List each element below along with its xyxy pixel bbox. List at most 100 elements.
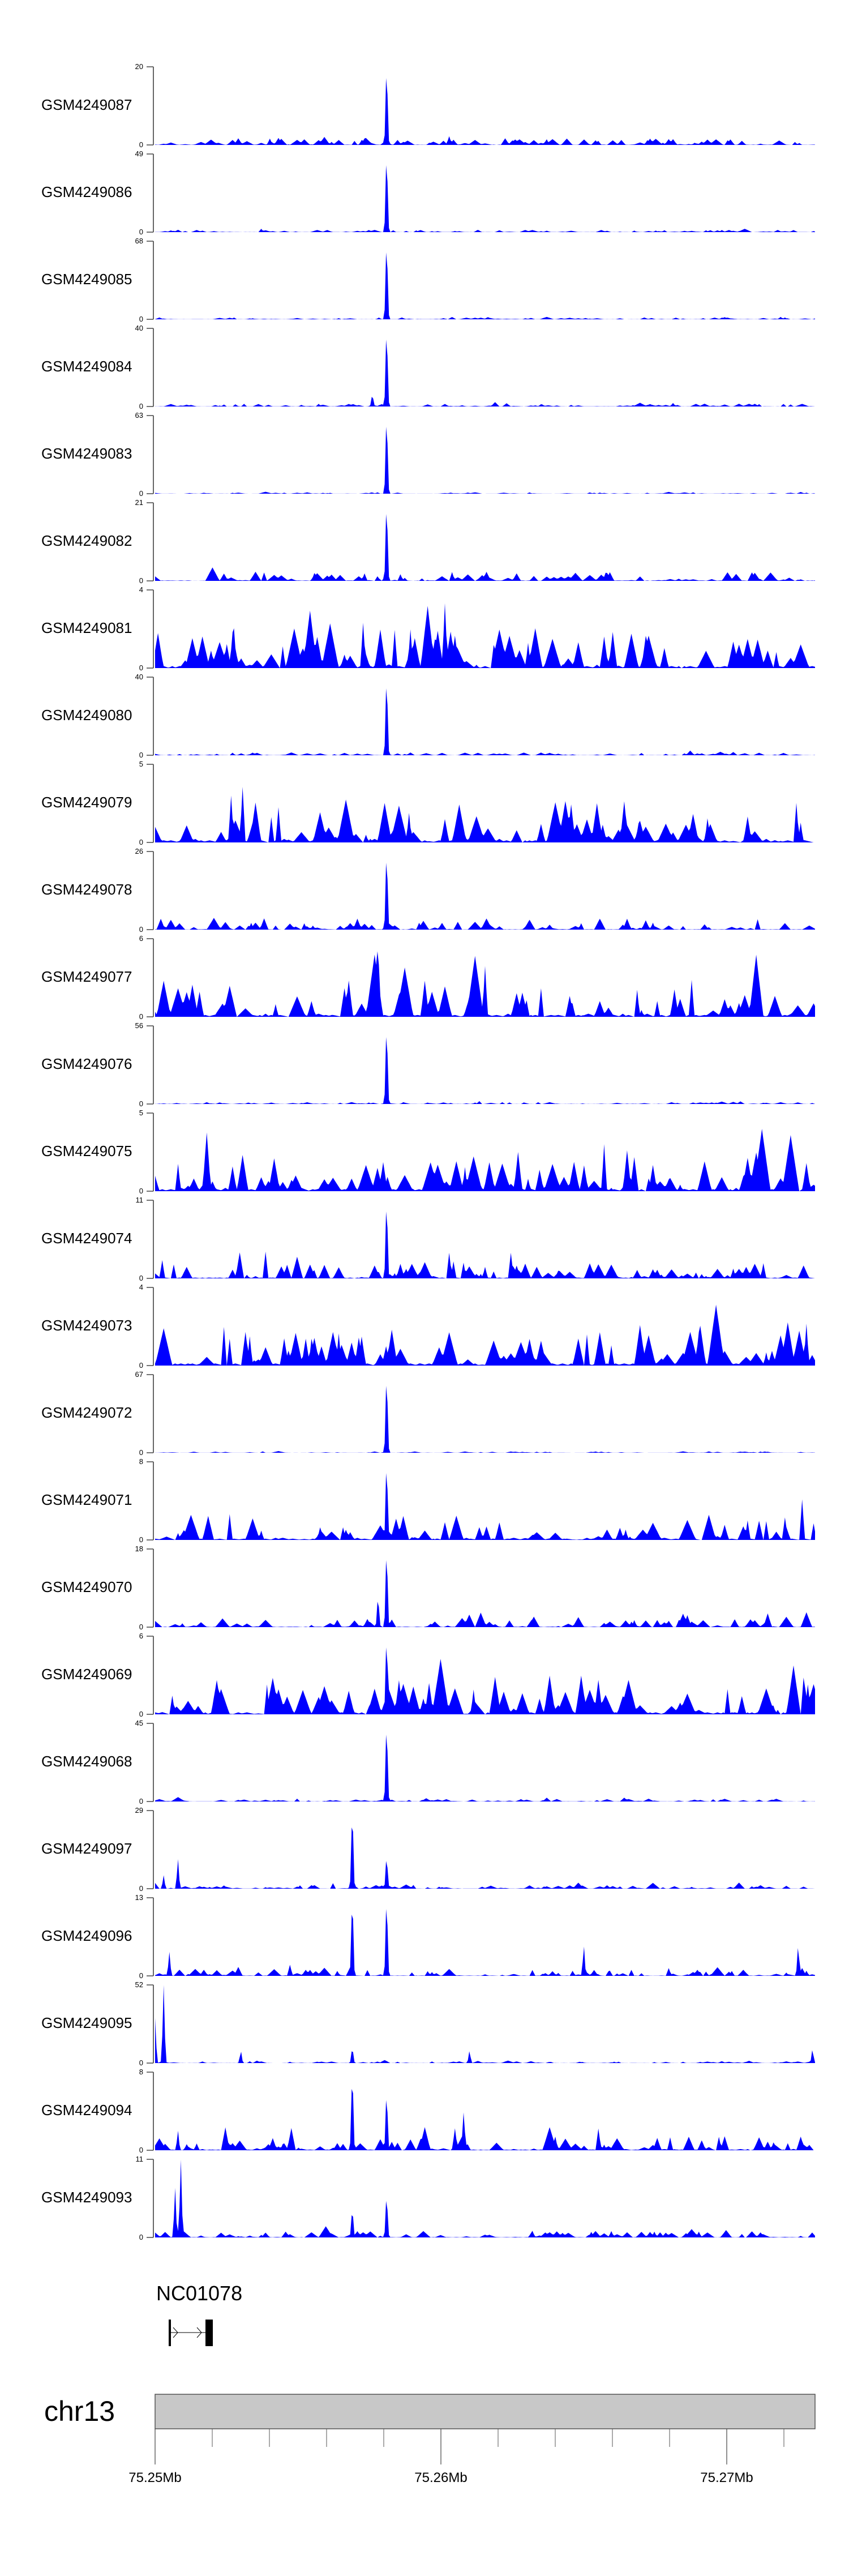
y-max-label: 26	[135, 847, 143, 855]
y-min-label: 0	[139, 1623, 143, 1631]
track-GSM4249084: GSM4249084 40 0	[41, 324, 815, 410]
track-GSM4249086: GSM4249086 49 0	[41, 149, 815, 236]
coverage-area	[155, 1211, 815, 1278]
y-min-label: 0	[139, 1884, 143, 1893]
y-max-label: 67	[135, 1370, 143, 1379]
coverage-area	[155, 862, 815, 930]
y-max-label: 49	[135, 149, 143, 158]
track-label: GSM4249095	[41, 2014, 132, 2031]
y-min-label: 0	[139, 925, 143, 934]
track-GSM4249078: GSM4249078 26 0	[41, 847, 815, 934]
track-label: GSM4249084	[41, 358, 132, 375]
y-min-label: 0	[139, 2233, 143, 2241]
y-max-label: 68	[135, 237, 143, 245]
track-GSM4249097: GSM4249097 29 0	[41, 1806, 815, 1893]
track-label: GSM4249069	[41, 1666, 132, 1683]
coverage-area	[155, 1304, 815, 1366]
strand-arrow-icon	[173, 2327, 178, 2338]
y-min-label: 0	[139, 489, 143, 498]
coverage-area	[155, 78, 815, 145]
track-label: GSM4249093	[41, 2189, 132, 2206]
y-max-label: 45	[135, 1719, 143, 1727]
y-min-label: 0	[139, 2146, 143, 2154]
y-max-label: 5	[139, 760, 143, 768]
y-min-label: 0	[139, 1099, 143, 1108]
y-min-label: 0	[139, 315, 143, 323]
y-max-label: 11	[136, 1196, 144, 1204]
y-max-label: 40	[135, 673, 143, 681]
track-GSM4249094: GSM4249094 8 0	[41, 2068, 815, 2154]
y-min-label: 0	[139, 2059, 143, 2067]
y-min-label: 0	[139, 576, 143, 585]
track-label: GSM4249070	[41, 1578, 132, 1595]
x-axis: 75.25Mb 75.26Mb 75.27Mb	[128, 2429, 784, 2485]
y-max-label: 20	[135, 62, 143, 71]
track-GSM4249093: GSM4249093 11 0	[41, 2155, 815, 2241]
gene-track: NC01078	[156, 2282, 242, 2346]
coverage-area	[155, 1128, 815, 1191]
y-min-label: 0	[139, 1797, 143, 1805]
gene-model	[169, 2320, 213, 2346]
coverage-area	[155, 252, 815, 319]
coverage-area	[155, 1734, 815, 1802]
y-min-label: 0	[139, 228, 143, 236]
coverage-area	[155, 339, 815, 406]
y-min-label: 0	[139, 402, 143, 410]
track-GSM4249075: GSM4249075 5 0	[41, 1109, 815, 1195]
track-label: GSM4249075	[41, 1142, 132, 1159]
coverage-area	[155, 2159, 815, 2237]
y-max-label: 11	[136, 2155, 144, 2163]
y-min-label: 0	[139, 140, 143, 149]
coverage-area	[155, 426, 815, 494]
track-label: GSM4249079	[41, 794, 132, 811]
chromosome-label: chr13	[44, 2395, 115, 2427]
y-max-label: 6	[139, 934, 143, 943]
track-label: GSM4249097	[41, 1840, 132, 1857]
coverage-area	[155, 1037, 815, 1104]
track-label: GSM4249081	[41, 619, 132, 636]
gene-exon-2	[205, 2320, 213, 2346]
strand-arrow-icon	[196, 2327, 202, 2338]
y-max-label: 5	[139, 1109, 143, 1117]
track-label: GSM4249085	[41, 271, 132, 288]
gene-name-label: NC01078	[156, 2282, 242, 2305]
coverage-area	[155, 688, 815, 755]
coverage-area	[155, 603, 815, 668]
y-max-label: 56	[135, 1021, 143, 1030]
y-min-label: 0	[139, 1971, 143, 1980]
coverage-area	[155, 1985, 815, 2063]
y-min-label: 0	[139, 1012, 143, 1021]
gene-exon-1	[169, 2320, 171, 2346]
track-GSM4249072: GSM4249072 67 0	[41, 1370, 815, 1457]
track-GSM4249080: GSM4249080 40 0	[41, 673, 815, 759]
y-min-label: 0	[139, 1274, 143, 1282]
track-label: GSM4249074	[41, 1230, 132, 1247]
chromosome-track: chr13 75.25Mb 75.26Mb 75.27Mb	[44, 2394, 816, 2485]
y-min-label: 0	[139, 1187, 143, 1195]
coverage-area	[155, 2089, 815, 2150]
y-max-label: 13	[135, 1893, 143, 1902]
y-max-label: 6	[139, 1632, 143, 1640]
coverage-area	[155, 1827, 815, 1889]
track-GSM4249069: GSM4249069 6 0	[41, 1632, 815, 1718]
track-GSM4249068: GSM4249068 45 0	[41, 1719, 815, 1805]
track-GSM4249096: GSM4249096 13 0	[41, 1893, 815, 1980]
x-tick-label: 75.25Mb	[128, 2470, 181, 2485]
y-max-label: 4	[139, 585, 143, 594]
track-label: GSM4249068	[41, 1753, 132, 1770]
coverage-area	[155, 165, 815, 232]
track-label: GSM4249076	[41, 1055, 132, 1072]
x-tick-label: 75.27Mb	[700, 2470, 753, 2485]
track-GSM4249081: GSM4249081 4 0	[41, 585, 815, 672]
track-GSM4249082: GSM4249082 21 0	[41, 498, 815, 585]
y-min-label: 0	[139, 1710, 143, 1718]
y-max-label: 8	[139, 1457, 143, 1466]
track-label: GSM4249071	[41, 1491, 132, 1508]
y-min-label: 0	[139, 1448, 143, 1457]
y-min-label: 0	[139, 1361, 143, 1370]
coverage-area	[155, 951, 815, 1017]
track-label: GSM4249072	[41, 1404, 132, 1421]
y-min-label: 0	[139, 664, 143, 672]
y-min-label: 0	[139, 1535, 143, 1544]
track-label: GSM4249077	[41, 968, 132, 985]
